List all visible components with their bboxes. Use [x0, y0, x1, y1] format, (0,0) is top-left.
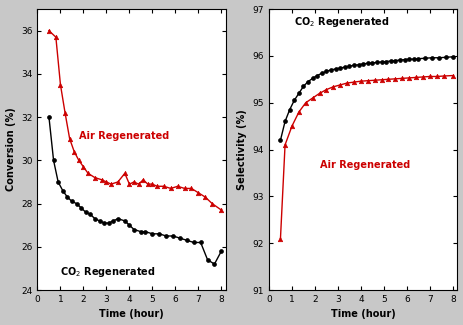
Y-axis label: Conversion (%): Conversion (%) — [6, 108, 16, 191]
X-axis label: Time (hour): Time (hour) — [331, 309, 395, 319]
Text: CO$_2$ Regenerated: CO$_2$ Regenerated — [294, 16, 390, 30]
Text: Air Regenerated: Air Regenerated — [319, 160, 410, 170]
Text: Air Regenerated: Air Regenerated — [79, 131, 169, 141]
Y-axis label: Selectivity (%): Selectivity (%) — [237, 109, 247, 190]
X-axis label: Time (hour): Time (hour) — [100, 309, 164, 319]
Text: CO$_2$ Regenerated: CO$_2$ Regenerated — [61, 265, 156, 279]
